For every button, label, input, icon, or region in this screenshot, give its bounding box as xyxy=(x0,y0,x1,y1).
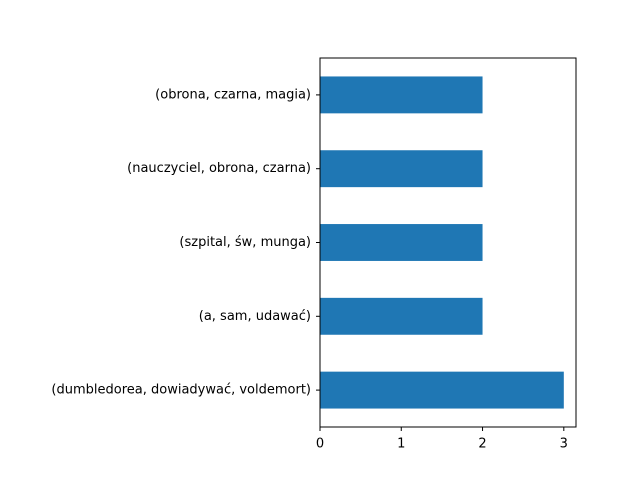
y-axis: (dumbledorea, dowiadywać, voldemort) (a, … xyxy=(51,87,320,398)
bar xyxy=(320,76,483,114)
y-tick-label: (dumbledorea, dowiadywać, voldemort) xyxy=(51,383,311,398)
y-tick-label: (szpital, św, munga) xyxy=(179,235,311,250)
y-tick-label: (obrona, czarna, magia) xyxy=(155,87,311,102)
plot-frame xyxy=(319,57,577,428)
bar xyxy=(320,150,483,188)
bar xyxy=(320,297,483,335)
y-tick-label: (nauczyciel, obrona, czarna) xyxy=(127,161,311,176)
x-tick-label: 0 xyxy=(316,437,324,452)
x-tick-label: 2 xyxy=(478,437,486,452)
x-tick-label: 1 xyxy=(397,437,405,452)
y-tick-label: (a, sam, udawać) xyxy=(199,309,311,324)
bars-layer xyxy=(320,76,564,409)
x-tick-label: 3 xyxy=(560,437,568,452)
x-axis: 0 1 2 3 xyxy=(316,427,568,452)
bar xyxy=(320,224,483,261)
bar xyxy=(320,371,564,409)
